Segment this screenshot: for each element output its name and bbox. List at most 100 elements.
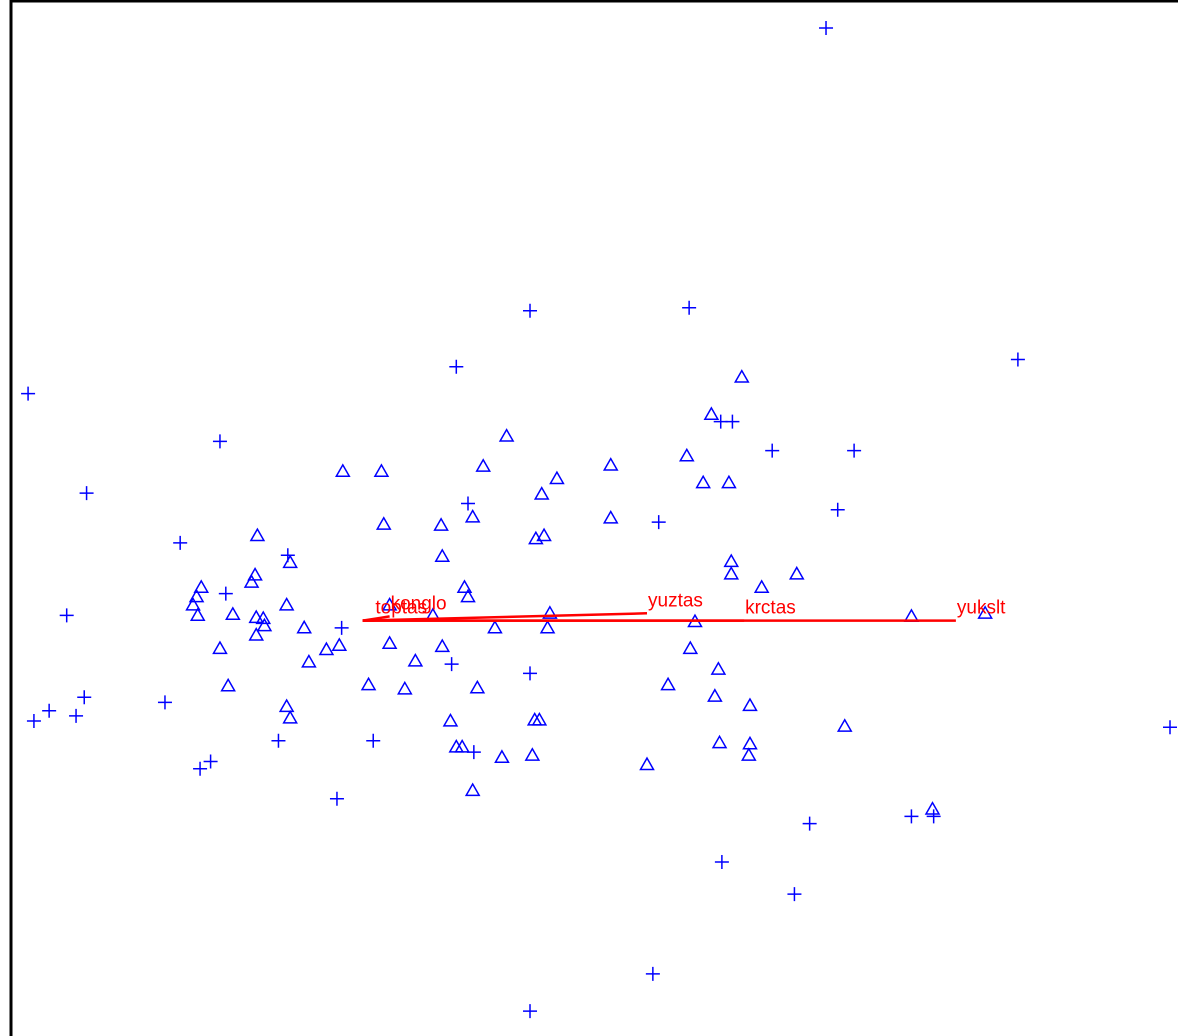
plus-point xyxy=(77,690,92,705)
triangle-point xyxy=(381,635,398,649)
triangle-point xyxy=(924,801,941,815)
vector-label-yukslt: yukslt xyxy=(957,598,1006,619)
triangle-point xyxy=(703,406,720,421)
triangle-point xyxy=(360,676,377,691)
triangle-point xyxy=(278,597,295,611)
triangle-point xyxy=(397,680,413,695)
triangle-point xyxy=(723,553,740,568)
plus-point xyxy=(79,486,94,501)
triangle-point xyxy=(185,597,201,611)
triangle-point xyxy=(373,463,390,478)
triangle-point xyxy=(243,574,260,588)
triangle-point xyxy=(434,548,451,562)
triangle-point xyxy=(282,554,298,569)
triangle-point xyxy=(753,579,770,594)
triangle-point xyxy=(464,782,481,797)
plus-point xyxy=(444,657,459,672)
vector-label-toptas: toptas xyxy=(375,598,427,619)
plus-point xyxy=(819,20,834,35)
triangle-point xyxy=(475,458,492,472)
vector-label-yuztas: yuztas xyxy=(648,590,703,611)
triangle-point xyxy=(375,516,392,530)
triangle-point xyxy=(788,565,805,580)
triangle-point xyxy=(249,527,266,542)
triangle-point xyxy=(442,713,459,727)
triangle-point xyxy=(602,457,619,471)
plus-point xyxy=(1163,720,1177,735)
triangle-point xyxy=(433,517,449,531)
triangle-point xyxy=(212,640,228,655)
plus-point xyxy=(212,434,227,449)
triangle-point xyxy=(469,679,486,694)
triangle-point xyxy=(434,638,451,653)
triangle-point xyxy=(247,566,263,581)
triangle-point xyxy=(660,676,676,691)
triangle-point xyxy=(977,605,993,619)
triangle-point xyxy=(678,447,695,462)
plus-point xyxy=(193,761,208,776)
triangle-point xyxy=(741,747,757,761)
triangle-point xyxy=(220,677,236,692)
triangle-point xyxy=(193,579,210,594)
triangle-point xyxy=(524,747,541,761)
triangle-point xyxy=(710,661,727,675)
plus-point xyxy=(42,703,57,718)
plus-point xyxy=(218,586,233,601)
triangle-point xyxy=(335,463,351,478)
plus-point xyxy=(334,620,349,635)
triangle-point xyxy=(381,597,398,611)
triangle-point xyxy=(539,619,556,634)
triangle-point xyxy=(542,605,558,619)
triangle-point xyxy=(407,652,424,667)
plus-point xyxy=(1010,352,1025,367)
plus-point xyxy=(366,733,381,748)
plus-point xyxy=(449,359,464,374)
triangle-point xyxy=(494,749,510,763)
triangle-point xyxy=(639,756,655,771)
plus-point xyxy=(329,791,344,806)
triangle-point xyxy=(331,637,348,652)
triangle-point xyxy=(278,698,295,713)
plus-point xyxy=(725,414,740,429)
plus-point xyxy=(645,966,660,981)
plus-point xyxy=(787,887,802,902)
triangle-point xyxy=(711,734,728,749)
plus-point xyxy=(523,303,538,318)
triangle-point xyxy=(531,712,548,726)
points-layer xyxy=(21,20,1177,1019)
triangle-point xyxy=(498,428,515,442)
triangle-point xyxy=(255,610,272,625)
plus-point xyxy=(765,443,780,458)
triangle-point xyxy=(536,527,552,542)
triangle-point xyxy=(742,735,758,750)
vector-yuztas xyxy=(362,612,648,622)
plus-point xyxy=(173,535,188,550)
triangle-point xyxy=(464,508,481,523)
triangle-point xyxy=(707,688,723,702)
vector-label-konglo: konglo xyxy=(391,593,447,614)
triangle-point xyxy=(533,486,550,500)
plus-point xyxy=(713,414,728,429)
triangle-point xyxy=(695,474,711,489)
triangle-point xyxy=(602,509,619,524)
plus-point xyxy=(714,854,729,869)
plus-point xyxy=(69,708,84,723)
plus-point xyxy=(157,695,172,710)
plus-point xyxy=(802,816,817,831)
plus-point xyxy=(21,386,36,401)
plot-frame xyxy=(9,0,1178,1036)
triangle-point xyxy=(248,609,265,624)
triangle-point xyxy=(454,738,470,753)
triangle-point xyxy=(549,470,565,485)
triangle-point xyxy=(301,653,317,668)
triangle-point xyxy=(248,627,265,641)
plus-point xyxy=(904,809,919,824)
triangle-point xyxy=(282,709,298,724)
triangle-point xyxy=(528,530,544,545)
triangle-point xyxy=(188,588,205,603)
triangle-point xyxy=(487,619,503,634)
triangle-point xyxy=(318,641,335,656)
vector-label-krctas: krctas xyxy=(745,598,796,619)
triangle-point xyxy=(721,474,737,489)
